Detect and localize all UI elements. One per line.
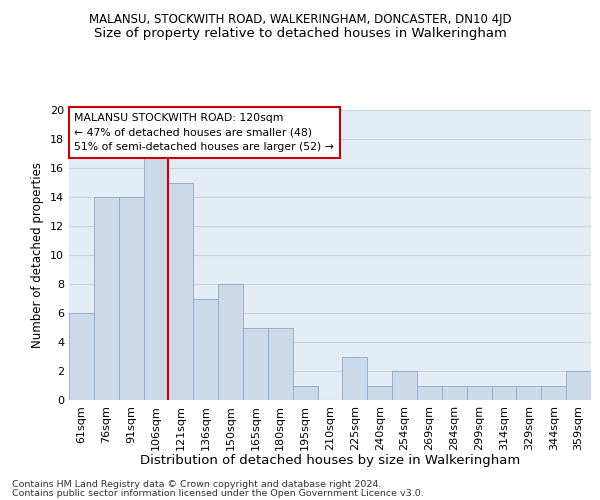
- Text: MALANSU STOCKWITH ROAD: 120sqm
← 47% of detached houses are smaller (48)
51% of : MALANSU STOCKWITH ROAD: 120sqm ← 47% of …: [74, 113, 334, 152]
- Y-axis label: Number of detached properties: Number of detached properties: [31, 162, 44, 348]
- X-axis label: Distribution of detached houses by size in Walkeringham: Distribution of detached houses by size …: [140, 454, 520, 467]
- Bar: [541, 386, 566, 400]
- Text: Contains HM Land Registry data © Crown copyright and database right 2024.: Contains HM Land Registry data © Crown c…: [12, 480, 382, 489]
- Bar: [218, 284, 243, 400]
- Bar: [169, 182, 193, 400]
- Bar: [491, 386, 517, 400]
- Bar: [243, 328, 268, 400]
- Text: Contains public sector information licensed under the Open Government Licence v3: Contains public sector information licen…: [12, 489, 424, 498]
- Bar: [442, 386, 467, 400]
- Bar: [268, 328, 293, 400]
- Bar: [293, 386, 317, 400]
- Bar: [119, 197, 143, 400]
- Bar: [417, 386, 442, 400]
- Bar: [517, 386, 541, 400]
- Text: Size of property relative to detached houses in Walkeringham: Size of property relative to detached ho…: [94, 28, 506, 40]
- Bar: [467, 386, 491, 400]
- Bar: [367, 386, 392, 400]
- Bar: [193, 298, 218, 400]
- Bar: [143, 139, 169, 400]
- Bar: [94, 197, 119, 400]
- Bar: [392, 371, 417, 400]
- Bar: [566, 371, 591, 400]
- Bar: [343, 356, 367, 400]
- Text: MALANSU, STOCKWITH ROAD, WALKERINGHAM, DONCASTER, DN10 4JD: MALANSU, STOCKWITH ROAD, WALKERINGHAM, D…: [89, 12, 511, 26]
- Bar: [69, 313, 94, 400]
